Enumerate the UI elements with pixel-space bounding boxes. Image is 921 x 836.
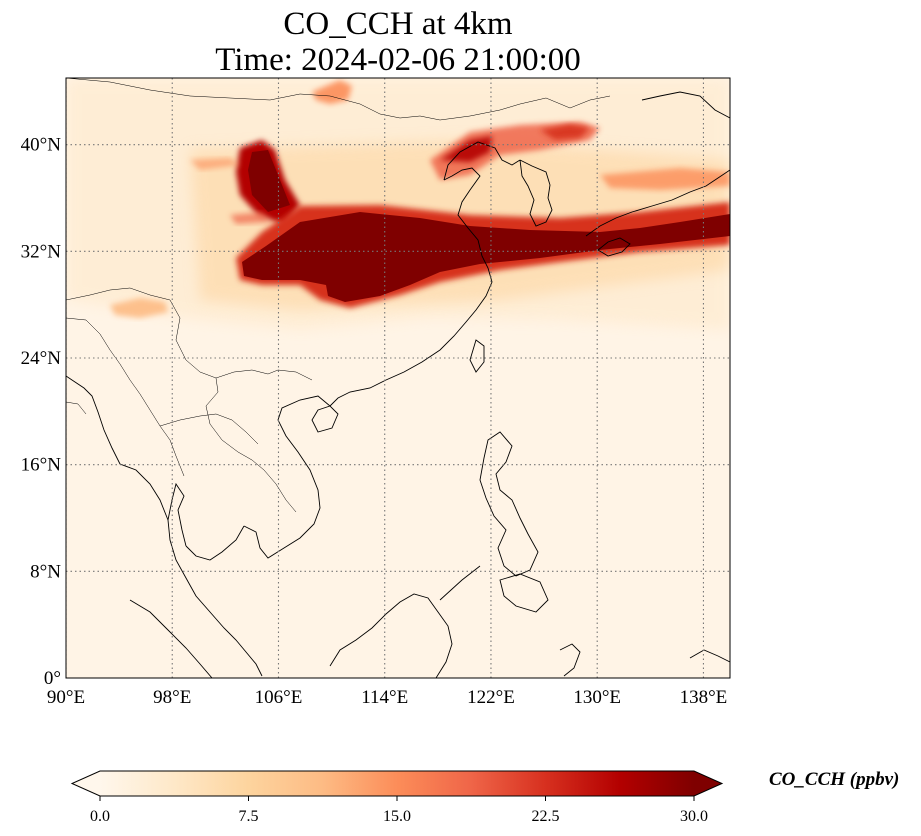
colorbar-min-extension — [72, 771, 100, 796]
gridlines — [66, 78, 730, 678]
lat-tick-label: 8°N — [30, 561, 61, 582]
colorbar-gradient — [100, 771, 694, 796]
map-title: CO_CCH at 4km — [283, 6, 513, 42]
colorbar-tick-label: 22.5 — [532, 808, 560, 825]
map-frame — [65, 77, 731, 679]
lat-tick-label: 16°N — [21, 455, 62, 476]
coastlines-and-borders — [66, 78, 730, 678]
map-subtitle-time: Time: 2024-02-06 21:00:00 — [215, 42, 581, 78]
lon-tick-label: 130°E — [573, 687, 621, 708]
co-concentration-field — [66, 78, 730, 330]
lat-tick-label: 0° — [44, 668, 61, 689]
lon-tick-label: 98°E — [153, 687, 191, 708]
lon-tick-label: 122°E — [467, 687, 515, 708]
lon-tick-label: 138°E — [680, 687, 728, 708]
colorbar-tick-label: 7.5 — [239, 808, 259, 825]
lon-tick-label: 114°E — [361, 687, 408, 708]
colorbar-label: CO_CCH (ppbv) — [769, 769, 900, 790]
colorbar-tick-label: 0.0 — [90, 808, 110, 825]
longitude-axis: 90°E 98°E 106°E 114°E 122°E 130°E 138°E — [47, 687, 727, 708]
lon-tick-label: 90°E — [47, 687, 85, 708]
colorbar-max-extension — [694, 771, 722, 796]
colorbar-tick-label: 15.0 — [383, 808, 411, 825]
latitude-axis: 0° 8°N 16°N 24°N 32°N 40°N — [21, 135, 62, 689]
lat-tick-label: 32°N — [21, 241, 62, 262]
lon-tick-label: 106°E — [255, 687, 303, 708]
colorbar-tick-label: 30.0 — [680, 808, 708, 825]
lat-tick-label: 40°N — [21, 135, 62, 156]
lat-tick-label: 24°N — [21, 348, 62, 369]
colorbar: 0.0 7.5 15.0 22.5 30.0 — [70, 770, 724, 825]
colorbar-ticks: 0.0 7.5 15.0 22.5 30.0 — [90, 796, 708, 825]
